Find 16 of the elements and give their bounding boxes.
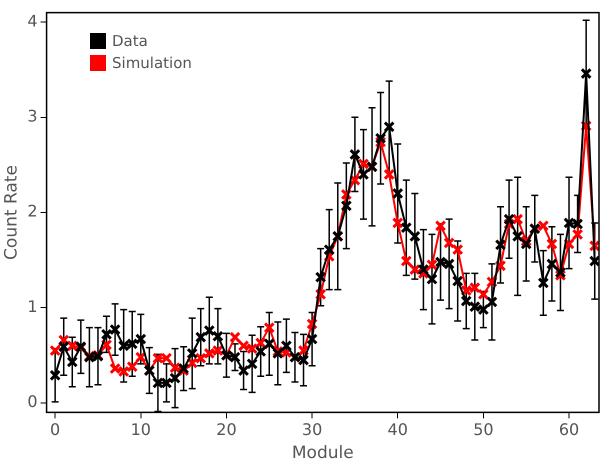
legend-label: Data	[112, 31, 148, 52]
x-tick-label: 60	[558, 420, 580, 440]
y-tick-label: 2	[27, 202, 38, 221]
x-tick-label: 20	[216, 420, 237, 440]
x-tick-label: 50	[473, 420, 494, 440]
y-tick-label: 3	[27, 106, 38, 126]
y-axis-title: Count Rate	[2, 165, 22, 260]
y-tick-label: 0	[27, 392, 38, 412]
y-tick-label: 1	[27, 296, 38, 316]
legend-label: Simulation	[112, 53, 192, 74]
x-tick-label: 10	[130, 420, 151, 440]
x-axis-title: Module	[292, 443, 354, 464]
x-tick-label: 0	[50, 420, 60, 440]
x-tick-label: 30	[302, 420, 322, 440]
x-tick-label: 40	[388, 420, 408, 440]
y-tick-label: 4	[27, 11, 38, 30]
